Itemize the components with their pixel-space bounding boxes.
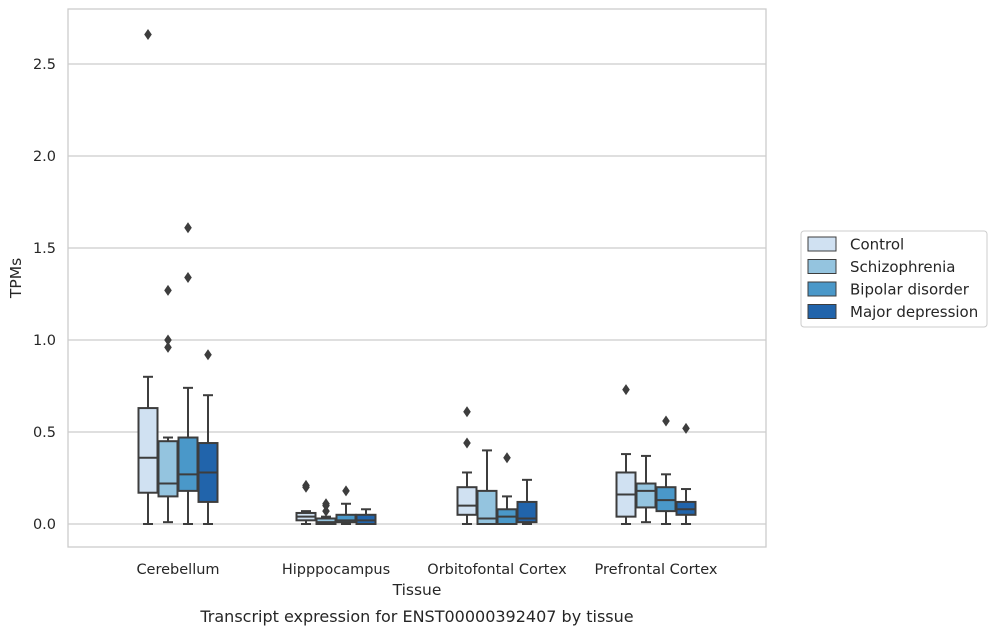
legend-label: Bipolar disorder: [850, 281, 970, 299]
box-groups: [137, 29, 697, 526]
x-tick-label: Orbitofontal Cortex: [427, 562, 567, 578]
outlier-point: [322, 498, 330, 510]
y-tick-label: 2.0: [33, 149, 56, 165]
iqr-box: [177, 436, 199, 492]
outlier-point: [342, 485, 350, 497]
iqr-box: [476, 489, 498, 526]
x-tick-labels: Cerebellum Hipppocampus Orbitofontal Corte…: [136, 562, 717, 578]
box-4-3: [655, 415, 677, 525]
box-4-2: [635, 454, 657, 524]
box-2-4: [355, 508, 377, 525]
y-tick-label: 0.5: [33, 425, 56, 441]
outlier-point: [503, 452, 511, 464]
legend-frame: [800, 230, 988, 328]
x-axis-title: Tissue: [392, 581, 442, 599]
x-tick-label: Cerebellum: [136, 562, 219, 578]
box-1-3: [177, 222, 199, 525]
y-tick-labels: 0.0 0.5 1.0 1.5 2.0 2.5: [33, 57, 56, 533]
box-1-1: [137, 29, 159, 525]
y-tick-label: 0.0: [33, 517, 56, 533]
legend-swatch: [807, 304, 837, 319]
iqr-box: [137, 407, 159, 494]
legend-label: Schizophrenia: [850, 258, 955, 276]
outlier-point: [322, 505, 330, 517]
outlier-point: [302, 479, 310, 491]
box-3-1: [456, 406, 478, 525]
legend: Control Schizophrenia Bipolar disorder Majo…: [800, 230, 988, 328]
legend-label: Control: [850, 236, 904, 254]
outlier-point: [682, 422, 690, 434]
iqr-box: [516, 500, 538, 524]
box-1-4: [197, 349, 219, 525]
outlier-point: [622, 384, 630, 396]
iqr-box: [635, 482, 657, 509]
y-tick-label: 1.0: [33, 333, 56, 349]
y-tick-label: 2.5: [33, 57, 56, 73]
outlier-point: [144, 29, 152, 41]
box-2-1: [295, 479, 317, 525]
box-1-2: [157, 284, 179, 524]
outlier-point: [463, 437, 471, 449]
outlier-point: [662, 415, 670, 427]
outlier-point: [184, 271, 192, 283]
box-4-4: [675, 422, 697, 525]
outlier-point: [463, 406, 471, 418]
x-tick-label: Prefrontal Cortex: [595, 562, 718, 578]
legend-swatch: [807, 259, 837, 274]
box-4-1: [615, 384, 637, 525]
legend-label: Major depression: [850, 303, 978, 321]
outlier-point: [164, 341, 172, 353]
legend-swatch: [807, 281, 837, 297]
outlier-point: [164, 284, 172, 296]
box-2-2: [315, 498, 337, 525]
plot-frame: [67, 8, 767, 548]
outlier-point: [164, 334, 172, 346]
y-axis-title: TPMs: [7, 258, 25, 299]
iqr-box: [157, 440, 179, 498]
outlier-point: [184, 222, 192, 234]
box-3-2: [476, 449, 498, 526]
y-tick-label: 1.5: [33, 241, 56, 257]
box-3-4: [516, 478, 538, 525]
outlier-point: [204, 349, 212, 361]
chart-caption: Transcript expression for ENST0000039240…: [199, 607, 633, 626]
x-tick-label: Hipppocampus: [282, 562, 390, 578]
legend-swatch: [807, 236, 837, 252]
iqr-box: [456, 486, 478, 516]
